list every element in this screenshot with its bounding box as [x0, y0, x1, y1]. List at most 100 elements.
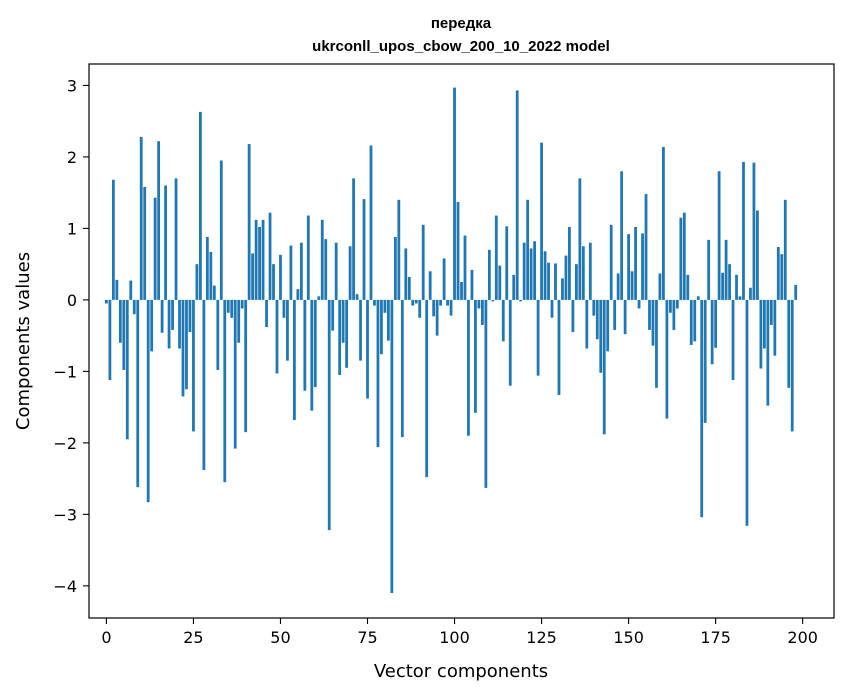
bar	[682, 212, 686, 300]
bar	[268, 212, 272, 300]
bar	[578, 178, 582, 300]
bar	[247, 144, 251, 300]
bar	[606, 299, 610, 352]
bar	[703, 299, 707, 423]
bar	[254, 219, 258, 300]
bar	[508, 299, 512, 386]
bar	[787, 299, 791, 388]
y-axis-ticks: −4 −3 −2 −1 0 1 2 3	[53, 76, 89, 596]
bar	[153, 197, 157, 300]
bar	[411, 299, 415, 306]
bar	[118, 299, 122, 343]
bars-group	[105, 87, 798, 593]
bar	[303, 299, 307, 391]
bar	[324, 239, 328, 300]
bar	[707, 239, 711, 300]
bar	[352, 178, 355, 300]
bar	[338, 299, 342, 375]
bar	[665, 299, 669, 419]
bar	[341, 299, 345, 343]
bar	[769, 299, 773, 325]
bar	[599, 299, 603, 373]
bar	[776, 247, 780, 300]
plot-frame	[88, 63, 835, 619]
bar	[522, 242, 526, 300]
bar	[505, 226, 509, 300]
bar	[432, 299, 436, 317]
bar	[675, 299, 679, 309]
bar	[648, 299, 651, 330]
bar	[150, 299, 154, 352]
bar	[738, 296, 742, 300]
bar	[313, 299, 317, 388]
bar	[209, 252, 213, 300]
bar	[498, 265, 502, 300]
bar	[710, 299, 714, 365]
bar	[637, 299, 641, 309]
y-tick-label: 2	[67, 148, 77, 167]
bar	[588, 242, 592, 300]
bar	[435, 299, 439, 336]
bar	[745, 299, 749, 526]
bar	[407, 277, 411, 300]
bar	[331, 299, 335, 331]
y-tick-label: −4	[53, 577, 77, 596]
x-tick-label: 50	[270, 628, 290, 647]
x-tick-label: 100	[439, 628, 470, 647]
bar	[620, 171, 624, 300]
bar	[585, 299, 589, 349]
bar	[164, 185, 167, 300]
bar	[306, 215, 310, 300]
bar	[286, 299, 289, 361]
bar	[293, 299, 296, 420]
y-tick-label: −2	[53, 434, 77, 453]
bar	[463, 235, 467, 300]
bar	[526, 199, 530, 300]
bar	[714, 299, 718, 348]
bar	[731, 299, 735, 380]
bar	[658, 273, 662, 300]
bar	[696, 296, 700, 300]
bar	[282, 299, 286, 318]
bar	[418, 299, 422, 318]
bar	[613, 299, 617, 330]
bar	[533, 241, 536, 300]
bar	[651, 299, 655, 346]
x-tick-label: 0	[101, 628, 111, 647]
bar	[449, 299, 453, 316]
bar	[780, 254, 784, 300]
bar	[602, 299, 606, 435]
bar	[136, 299, 140, 488]
bar	[686, 274, 690, 300]
bar	[171, 299, 174, 330]
bar	[724, 239, 728, 300]
bar	[717, 171, 721, 300]
bar	[129, 280, 133, 300]
bar	[359, 299, 362, 361]
bar	[554, 263, 557, 300]
bar	[484, 299, 488, 488]
bar	[226, 299, 230, 313]
bar	[192, 299, 195, 432]
bar	[111, 179, 115, 300]
y-tick-label: 0	[67, 291, 77, 310]
bar	[735, 274, 738, 300]
bar	[627, 234, 630, 300]
bar	[641, 233, 644, 300]
bar	[568, 226, 571, 300]
bar	[529, 248, 533, 300]
bar	[467, 299, 470, 436]
x-tick-label: 125	[526, 628, 557, 647]
x-tick-label: 150	[613, 628, 644, 647]
bar	[456, 201, 460, 300]
bar	[237, 299, 241, 343]
bar	[265, 299, 268, 328]
bar	[550, 299, 554, 318]
bar	[679, 217, 683, 300]
bar	[125, 299, 129, 440]
bar	[132, 299, 136, 315]
y-axis-label: Components values	[13, 252, 34, 430]
bar	[289, 245, 293, 300]
x-tick-label: 200	[787, 628, 818, 647]
bar	[616, 273, 620, 300]
